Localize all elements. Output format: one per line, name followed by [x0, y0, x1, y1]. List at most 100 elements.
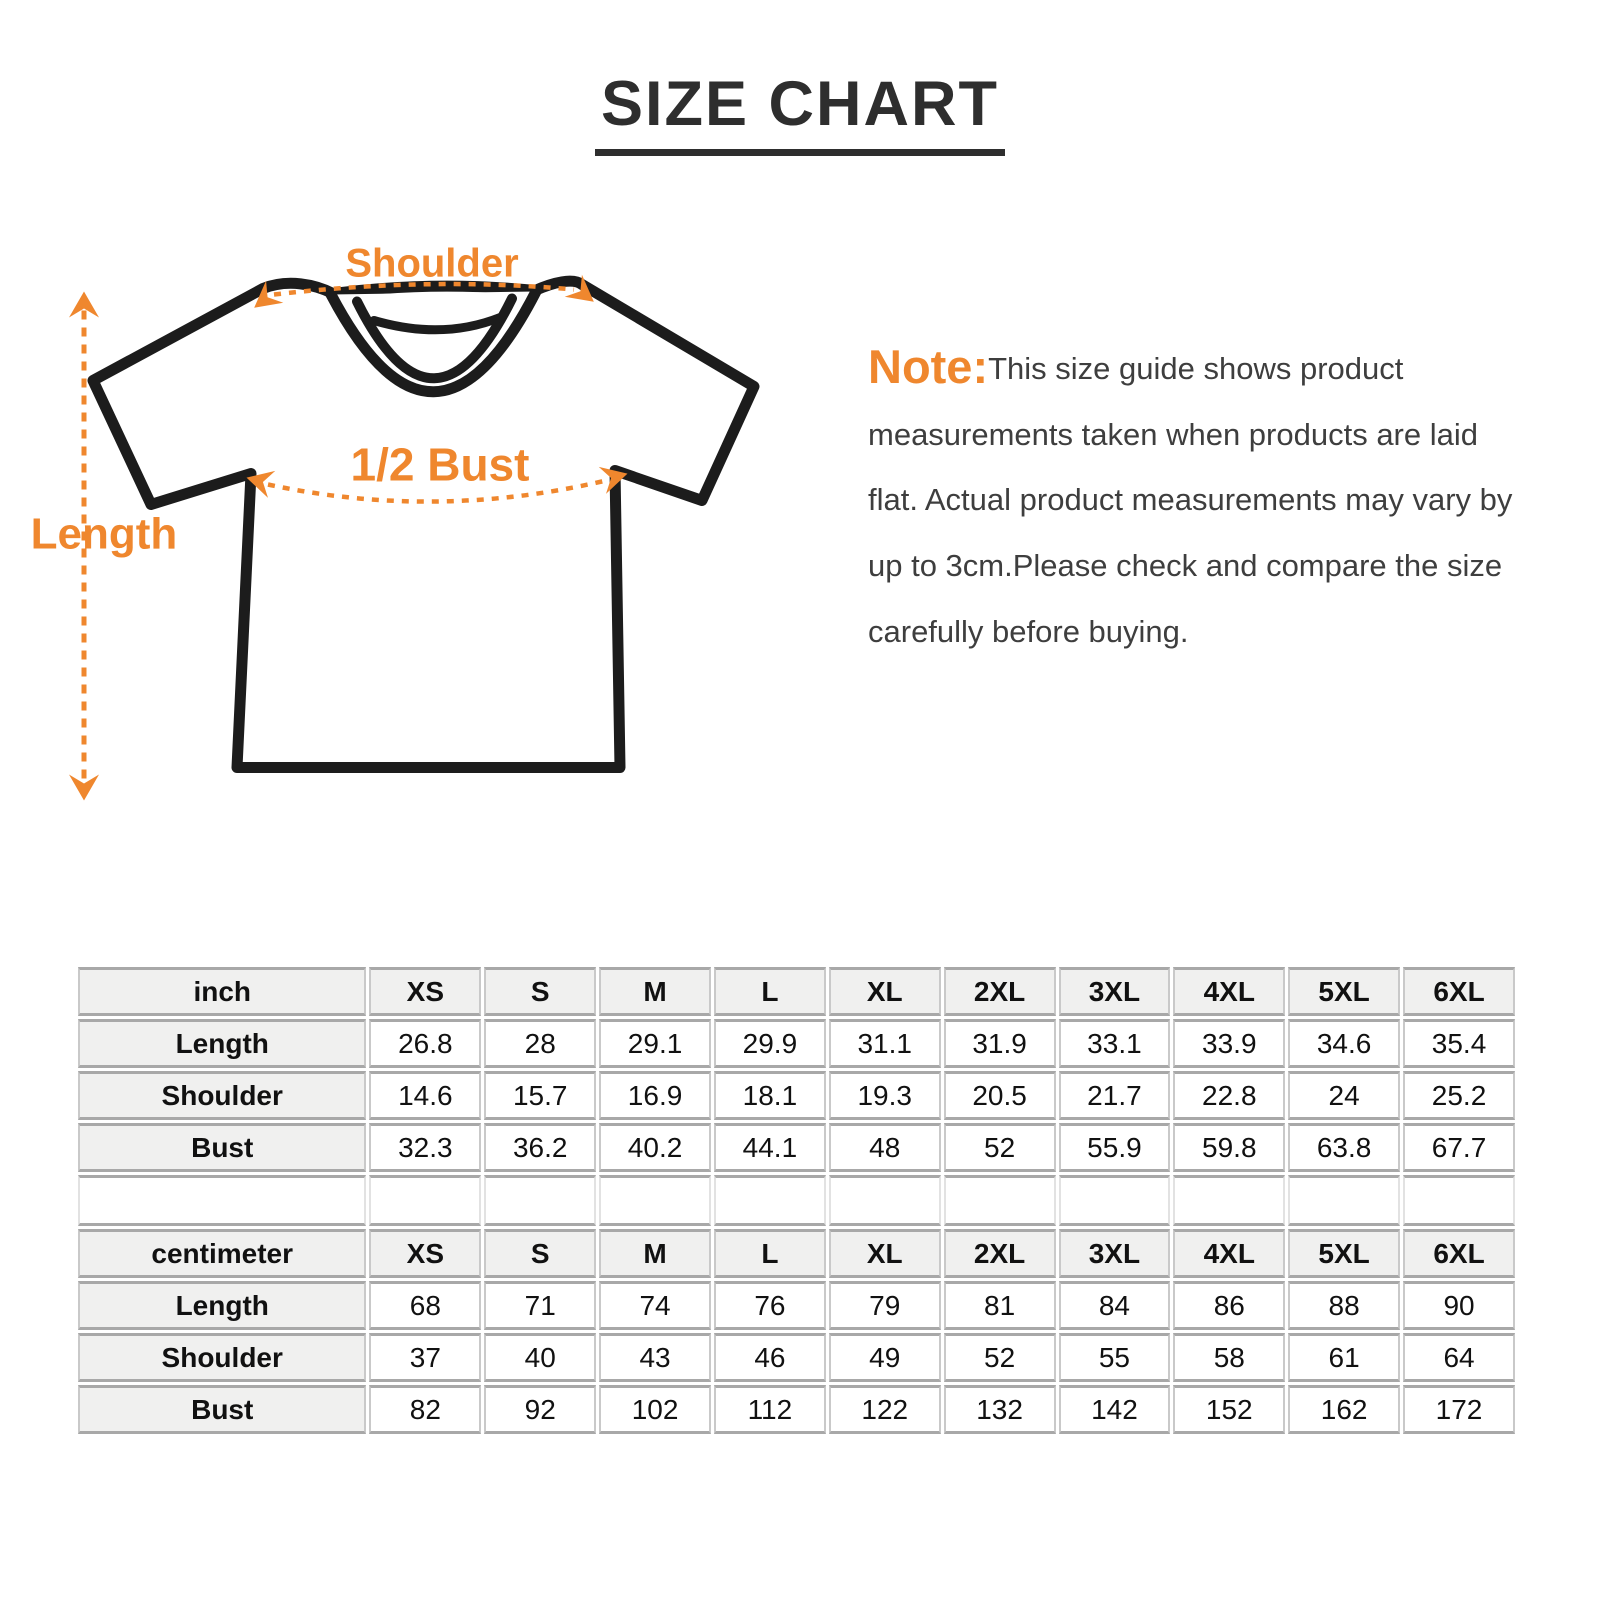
size-header-cell: M — [599, 967, 711, 1016]
measurement-value-cell: 25.2 — [1403, 1071, 1515, 1120]
spacer-cell — [713, 1175, 826, 1226]
spacer-cell — [78, 1175, 367, 1226]
size-header-cell: 3XL — [1058, 967, 1171, 1016]
measurement-value-cell: 92 — [484, 1385, 597, 1434]
bust-arrow-left — [246, 470, 276, 498]
shoulder-arrow-left — [254, 280, 284, 308]
spacer-cell — [1403, 1175, 1515, 1226]
measurement-value-cell: 52 — [943, 1333, 1056, 1382]
size-header-cell: L — [713, 1229, 826, 1278]
measurement-value-cell: 33.1 — [1058, 1019, 1171, 1068]
shoulder-measure-line — [273, 281, 575, 297]
measurement-value-cell: 71 — [484, 1281, 597, 1330]
measurement-value-cell: 74 — [599, 1281, 711, 1330]
measurement-value-cell: 162 — [1288, 1385, 1401, 1434]
spacer-cell — [599, 1175, 711, 1226]
size-header-cell: XL — [828, 1229, 941, 1278]
measurement-row: Shoulder 14.6 15.7 16.9 18.1 19.3 20.5 21.7 22.8… — [78, 1071, 1515, 1120]
measurement-value-cell: 32.3 — [369, 1123, 482, 1172]
length-label: Length — [31, 510, 178, 559]
measurement-value-cell: 55 — [1058, 1333, 1171, 1382]
measurement-value-cell: 122 — [828, 1385, 941, 1434]
size-header-cell: L — [713, 967, 826, 1016]
measurement-value-cell: 16.9 — [599, 1071, 711, 1120]
measurement-value-cell: 40.2 — [599, 1123, 711, 1172]
bust-arrow-right — [598, 466, 628, 494]
measurement-value-cell: 44.1 — [713, 1123, 826, 1172]
measurement-value-cell: 31.1 — [828, 1019, 941, 1068]
measurement-value-cell: 34.6 — [1288, 1019, 1401, 1068]
spacer-cell — [828, 1175, 941, 1226]
collar-outer — [325, 286, 542, 398]
measurement-value-cell: 21.7 — [1058, 1071, 1171, 1120]
size-header-cell: S — [484, 1229, 597, 1278]
measurement-value-cell: 26.8 — [369, 1019, 482, 1068]
unit-header-cell: centimeter — [78, 1229, 367, 1278]
measurement-value-cell: 43 — [599, 1333, 711, 1382]
measurement-row: Bust 82 92 102 112 122 132 142 152 162 172 — [78, 1385, 1515, 1434]
bust-label: 1/2 Bust — [351, 439, 530, 491]
measurement-value-cell: 82 — [369, 1385, 482, 1434]
measurement-value-cell: 18.1 — [713, 1071, 826, 1120]
measurement-label-cell: Shoulder — [78, 1071, 367, 1120]
measurement-value-cell: 19.3 — [828, 1071, 941, 1120]
measurement-value-cell: 40 — [484, 1333, 597, 1382]
measurement-value-cell: 102 — [599, 1385, 711, 1434]
measurement-label-cell: Bust — [78, 1385, 367, 1434]
size-header-cell: XL — [828, 967, 941, 1016]
size-header-cell: 6XL — [1403, 967, 1515, 1016]
measurement-value-cell: 48 — [828, 1123, 941, 1172]
measurement-value-cell: 28 — [484, 1019, 597, 1068]
tshirt-measurement-diagram: Shoulder 1/2 Bust Length — [31, 242, 760, 801]
measurement-value-cell: 24 — [1288, 1071, 1401, 1120]
measurement-value-cell: 37 — [369, 1333, 482, 1382]
measurement-value-cell: 132 — [943, 1385, 1056, 1434]
collar-inner — [352, 293, 517, 384]
measurement-label-cell: Bust — [78, 1123, 367, 1172]
measurement-value-cell: 55.9 — [1058, 1123, 1171, 1172]
shoulder-arrow-right — [564, 274, 594, 302]
measurement-value-cell: 59.8 — [1173, 1123, 1286, 1172]
size-header-row: inch XS S M L XL 2XL 3XL 4XL 5XL 6XL — [78, 967, 1515, 1016]
measurement-row: Shoulder 37 40 43 46 49 52 55 58 61 64 — [78, 1333, 1515, 1382]
measurement-value-cell: 31.9 — [943, 1019, 1056, 1068]
note-text: Note:This size guide shows product measu… — [868, 336, 1516, 665]
length-arrow-bottom — [69, 774, 99, 801]
size-header-cell: M — [599, 1229, 711, 1278]
size-header-cell: 5XL — [1288, 1229, 1401, 1278]
size-header-cell: XS — [369, 1229, 482, 1278]
measurement-value-cell: 29.9 — [713, 1019, 826, 1068]
title-bar: SIZE CHART — [0, 68, 1600, 156]
measurement-value-cell: 35.4 — [1403, 1019, 1515, 1068]
length-arrow-top — [69, 291, 99, 318]
measurement-value-cell: 20.5 — [943, 1071, 1056, 1120]
measurement-value-cell: 152 — [1173, 1385, 1286, 1434]
collar-back-line — [369, 313, 505, 335]
measurement-row: Length 68 71 74 76 79 81 84 86 88 90 — [78, 1281, 1515, 1330]
note-prefix: Note: — [868, 340, 989, 393]
tshirt-outline — [87, 275, 760, 773]
measurement-value-cell: 15.7 — [484, 1071, 597, 1120]
size-header-cell: 4XL — [1173, 967, 1286, 1016]
bust-measure-line — [267, 478, 607, 504]
measurement-value-cell: 46 — [713, 1333, 826, 1382]
measurement-value-cell: 86 — [1173, 1281, 1286, 1330]
measurement-value-cell: 36.2 — [484, 1123, 597, 1172]
size-header-cell: 5XL — [1288, 967, 1401, 1016]
measurement-value-cell: 64 — [1403, 1333, 1515, 1382]
size-table: inch XS S M L XL 2XL 3XL 4XL 5XL 6XL Length 26.8 28 29… — [75, 964, 1518, 1437]
size-header-cell: 2XL — [943, 967, 1056, 1016]
measurement-value-cell: 172 — [1403, 1385, 1515, 1434]
spacer-row — [78, 1175, 1515, 1226]
size-header-cell: 6XL — [1403, 1229, 1515, 1278]
measurement-value-cell: 29.1 — [599, 1019, 711, 1068]
measurement-value-cell: 14.6 — [369, 1071, 482, 1120]
size-header-cell: 4XL — [1173, 1229, 1286, 1278]
note-body: This size guide shows product measuremen… — [868, 351, 1513, 649]
measurement-row: Length 26.8 28 29.1 29.9 31.1 31.9 33.1 33.9 34.6… — [78, 1019, 1515, 1068]
measurement-value-cell: 67.7 — [1403, 1123, 1515, 1172]
measurement-row: Bust 32.3 36.2 40.2 44.1 48 52 55.9 59.8 63.8 67.7 — [78, 1123, 1515, 1172]
shoulder-label: Shoulder — [345, 242, 518, 286]
measurement-value-cell: 142 — [1058, 1385, 1171, 1434]
size-header-cell: XS — [369, 967, 482, 1016]
